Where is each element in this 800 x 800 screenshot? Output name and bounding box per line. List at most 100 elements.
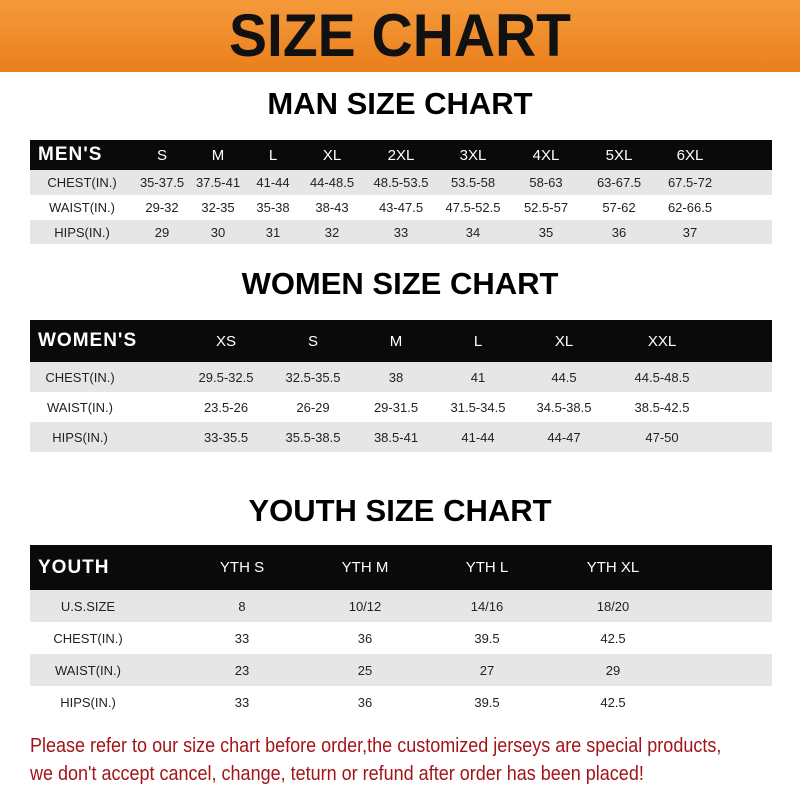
footer-notice-line-2: we don't accept cancel, change, teturn o… bbox=[30, 763, 644, 785]
measurement-cell: 47-50 bbox=[645, 429, 679, 445]
row-label: CHEST(IN.) bbox=[45, 369, 115, 385]
row-label: CHEST(IN.) bbox=[53, 630, 123, 646]
measurement-cell: 27 bbox=[479, 662, 495, 678]
header-row: MEN'S S M L XL 2XL 3XL 4XL 5XL 6XL bbox=[30, 140, 772, 170]
measurement-cell: 34.5-38.5 bbox=[536, 399, 592, 415]
measurement-cell: 33 bbox=[234, 694, 250, 710]
measurement-cell: 57-62 bbox=[602, 200, 636, 215]
size-header-cell: 4XL bbox=[532, 146, 560, 164]
table-row: HIPS(IN.) 33 36 39.5 42.5 bbox=[30, 686, 772, 718]
header-row: YOUTH YTH S YTH M YTH L YTH XL bbox=[30, 545, 772, 590]
measurement-cell: 31.5-34.5 bbox=[450, 399, 506, 415]
measurement-cell: 32.5-35.5 bbox=[285, 369, 341, 385]
measurement-cell: 23 bbox=[234, 662, 250, 678]
measurement-cell: 31 bbox=[265, 224, 281, 240]
table-row: CHEST(IN.) 35-37.5 37.5-41 41-44 44-48.5 48.5… bbox=[30, 170, 772, 195]
measurement-cell: 37 bbox=[682, 224, 698, 240]
measurement-cell: 42.5 bbox=[600, 630, 626, 646]
measurement-cell: 39.5 bbox=[474, 694, 500, 710]
measurement-cell: 35.5-38.5 bbox=[285, 429, 341, 445]
measurement-cell: 41-44 bbox=[256, 175, 290, 190]
measurement-cell: 29-32 bbox=[145, 200, 179, 215]
size-header-cell: YTH M bbox=[341, 559, 389, 576]
row-label: CHEST(IN.) bbox=[47, 175, 117, 190]
measurement-cell: 52.5-57 bbox=[523, 200, 569, 215]
table-title-cell: MEN'S bbox=[38, 144, 103, 165]
measurement-cell: 38.5-42.5 bbox=[634, 399, 690, 415]
size-header-cell: L bbox=[473, 332, 483, 350]
measurement-cell: 58-63 bbox=[529, 175, 563, 190]
measurement-cell: 32-35 bbox=[201, 200, 235, 215]
measurement-cell: 29-31.5 bbox=[373, 399, 419, 415]
size-header-cell: YTH XL bbox=[586, 559, 640, 576]
size-header-cell: XL bbox=[322, 146, 342, 164]
row-label: HIPS(IN.) bbox=[52, 429, 108, 445]
size-header-cell: XS bbox=[215, 332, 237, 350]
measurement-cell: 43-47.5 bbox=[378, 200, 424, 215]
row-label: WAIST(IN.) bbox=[47, 399, 113, 415]
measurement-cell: 10/12 bbox=[348, 598, 382, 614]
measurement-cell: 38 bbox=[388, 369, 404, 385]
size-header-cell: 5XL bbox=[605, 146, 633, 164]
measurement-cell: 36 bbox=[357, 630, 373, 646]
measurement-cell: 36 bbox=[611, 224, 627, 240]
measurement-cell: 47.5-52.5 bbox=[445, 200, 501, 215]
measurement-cell: 35-37.5 bbox=[139, 175, 185, 190]
measurement-cell: 32 bbox=[324, 224, 340, 240]
size-header-cell: XL bbox=[554, 332, 574, 350]
men-title: MAN SIZE CHART bbox=[267, 86, 533, 121]
measurement-cell: 42.5 bbox=[600, 694, 626, 710]
row-label: U.S.SIZE bbox=[60, 598, 116, 614]
table-row: CHEST(IN.) 33 36 39.5 42.5 bbox=[30, 622, 772, 654]
measurement-cell: 8 bbox=[238, 598, 246, 614]
size-header-cell: XXL bbox=[647, 332, 677, 350]
row-label: HIPS(IN.) bbox=[54, 224, 110, 240]
measurement-cell: 18/20 bbox=[596, 598, 630, 614]
measurement-cell: 14/16 bbox=[470, 598, 504, 614]
measurement-cell: 35 bbox=[538, 224, 554, 240]
youth-title: YOUTH SIZE CHART bbox=[248, 493, 552, 528]
table-row: HIPS(IN.) 33-35.5 35.5-38.5 38.5-41 41-44 44-… bbox=[30, 422, 772, 452]
measurement-cell: 23.5-26 bbox=[203, 399, 249, 415]
banner: SIZE CHART bbox=[0, 0, 800, 72]
women-size-table: WOMEN'S XS S M L XL XXL CHEST(IN.) 29.5-32.5 32.5… bbox=[30, 320, 772, 452]
measurement-cell: 34 bbox=[465, 224, 481, 240]
measurement-cell: 29 bbox=[154, 224, 170, 240]
table-row: WAIST(IN.) 23.5-26 26-29 29-31.5 31.5-34.5 34… bbox=[30, 392, 772, 422]
youth-size-table: YOUTH YTH S YTH M YTH L YTH XL U.S.SIZE 8 10/12… bbox=[30, 545, 772, 718]
table-title-cell: WOMEN'S bbox=[38, 330, 138, 351]
footer-notice-line-1: Please refer to our size chart before or… bbox=[30, 735, 722, 757]
measurement-cell: 25 bbox=[357, 662, 373, 678]
measurement-cell: 63-67.5 bbox=[596, 175, 642, 190]
size-header-cell: L bbox=[268, 146, 278, 164]
table-row: HIPS(IN.) 29 30 31 32 33 34 35 36 37 bbox=[30, 220, 772, 244]
table-row: WAIST(IN.) 29-32 32-35 35-38 38-43 43-47.5 47.… bbox=[30, 195, 772, 220]
row-label: HIPS(IN.) bbox=[60, 694, 116, 710]
row-label: WAIST(IN.) bbox=[49, 200, 115, 215]
measurement-cell: 29 bbox=[605, 662, 621, 678]
size-header-cell: 2XL bbox=[387, 146, 415, 164]
table-row: CHEST(IN.) 29.5-32.5 32.5-35.5 38 41 44.5 44.5… bbox=[30, 362, 772, 392]
table-row: WAIST(IN.) 23 25 27 29 bbox=[30, 654, 772, 686]
size-header-cell: YTH L bbox=[465, 559, 509, 576]
size-header-cell: S bbox=[307, 332, 319, 350]
measurement-cell: 53.5-58 bbox=[450, 175, 496, 190]
size-header-cell: 3XL bbox=[459, 146, 487, 164]
size-header-cell: S bbox=[156, 146, 168, 164]
table-row: U.S.SIZE 8 10/12 14/16 18/20 bbox=[30, 590, 772, 622]
measurement-cell: 36 bbox=[357, 694, 373, 710]
header-row: WOMEN'S XS S M L XL XXL bbox=[30, 320, 772, 362]
measurement-cell: 39.5 bbox=[474, 630, 500, 646]
row-label: WAIST(IN.) bbox=[55, 662, 121, 678]
measurement-cell: 33 bbox=[234, 630, 250, 646]
measurement-cell: 44-47 bbox=[547, 429, 581, 445]
measurement-cell: 67.5-72 bbox=[667, 175, 713, 190]
table-title-cell: YOUTH bbox=[38, 556, 110, 578]
measurement-cell: 44.5-48.5 bbox=[634, 369, 690, 385]
measurement-cell: 30 bbox=[210, 224, 226, 240]
banner-title: SIZE CHART bbox=[229, 2, 571, 69]
measurement-cell: 44-48.5 bbox=[309, 175, 355, 190]
size-header-cell: M bbox=[389, 332, 403, 350]
measurement-cell: 35-38 bbox=[256, 200, 290, 215]
measurement-cell: 26-29 bbox=[296, 399, 330, 415]
